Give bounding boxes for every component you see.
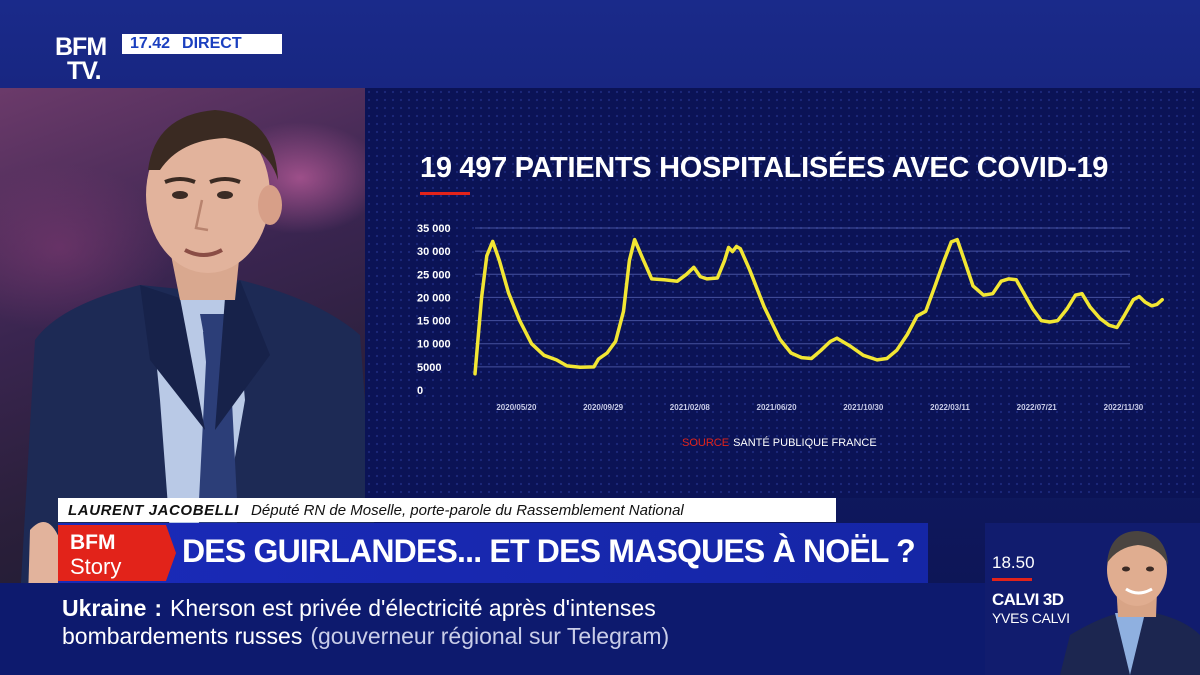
clock-time: 17.42 (130, 35, 171, 52)
chart-series (473, 237, 1164, 376)
headline-text: DES GUIRLANDES... ET DES MASQUES À NOËL … (182, 533, 916, 569)
bfm-story-badge: BFM Story (58, 525, 176, 581)
y-tick-label: 0 (417, 385, 423, 397)
hospitalisation-line-chart: 35 000 30 000 25 000 20 000 15 000 10 000 5000… (417, 223, 1164, 412)
ticker-line1-text: Kherson est privée d'électricité après d… (170, 595, 656, 621)
live-label: DIRECT (182, 35, 242, 52)
next-show-host: YVES CALVI (992, 610, 1070, 626)
y-tick-label: 20 000 (417, 292, 451, 304)
ticker-source: (gouverneur régional sur Telegram) (310, 623, 670, 649)
next-show-title: CALVI 3D (992, 590, 1064, 609)
x-tick-label: 2022/07/21 (1017, 403, 1058, 412)
chart-source: SOURCE SANTÉ PUBLIQUE FRANCE (682, 437, 877, 449)
y-tick-label: 35 000 (417, 223, 451, 235)
y-tick-label: 10 000 (417, 339, 451, 351)
next-show-time: 18.50 (992, 553, 1035, 572)
x-tick-label: 2021/10/30 (843, 403, 884, 412)
x-tick-label: 2021/02/08 (670, 403, 711, 412)
headline-bar (58, 523, 928, 583)
host-photo (1060, 531, 1200, 675)
source-label: SOURCE (682, 437, 730, 449)
x-tick-label: 2022/11/30 (1104, 403, 1144, 412)
series-line-hospitalisations (473, 237, 1164, 376)
bfmtv-logo: BFM TV. (55, 33, 107, 85)
title-accent-bar (420, 192, 470, 195)
ticker-line2: bombardements russes (gouverneur régional… (62, 623, 669, 650)
news-ticker (0, 583, 985, 675)
x-axis-ticks: 2020/05/20 2020/09/29 2021/02/08 2021/06/20… (496, 403, 1143, 412)
source-text: SANTÉ PUBLIQUE FRANCE (733, 437, 877, 449)
next-show-accent (992, 578, 1032, 581)
y-tick-label: 30 000 (417, 246, 451, 258)
x-tick-label: 2020/05/20 (496, 403, 537, 412)
x-tick-label: 2021/06/20 (757, 403, 798, 412)
guest-name: LAURENT JACOBELLI (68, 501, 240, 519)
chart-gridlines (475, 227, 1130, 368)
chart-title: 19 497 PATIENTS HOSPITALISÉES AVEC COVID… (420, 152, 1109, 184)
ticker-separator: : (154, 595, 163, 621)
x-tick-label: 2022/03/11 (930, 403, 970, 412)
x-tick-label: 2020/09/29 (583, 403, 624, 412)
guest-role: Député RN de Moselle, porte-parole du Ra… (251, 501, 684, 519)
y-axis-ticks: 35 000 30 000 25 000 20 000 15 000 10 000 5000… (417, 223, 451, 397)
y-tick-label: 25 000 (417, 269, 451, 281)
story-badge-line1: BFM (70, 531, 116, 554)
live-indicator: 17.42 DIRECT (122, 34, 282, 54)
logo-line2: TV. (67, 56, 102, 85)
y-tick-label: 15 000 (417, 316, 451, 328)
logo-line1: BFM (55, 33, 107, 61)
ticker-line1: Ukraine: Kherson est privée d'électricité… (62, 595, 656, 622)
guest-name-strip: LAURENT JACOBELLI Député RN de Moselle, … (58, 498, 836, 522)
ticker-line2-text: bombardements russes (62, 623, 303, 649)
chart-panel (365, 88, 1200, 498)
ticker-topic: Ukraine (62, 595, 147, 621)
story-badge-line2: Story (70, 554, 121, 579)
y-tick-label: 5000 (417, 362, 441, 374)
